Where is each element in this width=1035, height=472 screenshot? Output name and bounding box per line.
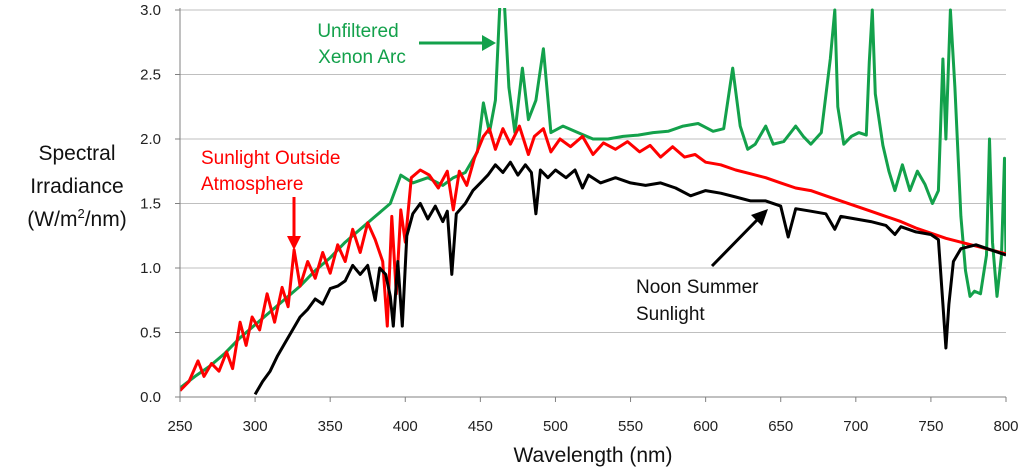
x-tick-label-800: 800 xyxy=(993,418,1018,435)
annotation-xenon-line-1: Unfiltered xyxy=(317,21,398,42)
y-axis-title-line-2: Irradiance xyxy=(30,175,123,198)
series-line-sunlight-outside-atmosphere xyxy=(180,124,1006,392)
annotation-sunlight-line-2: Sunlight xyxy=(636,304,705,325)
annotation-xenon-arrowhead xyxy=(482,35,496,51)
annotation-xenon-line-2: Xenon Arc xyxy=(318,47,406,68)
x-tick-label-250: 250 xyxy=(167,418,192,435)
annotation-outside-line-1: Sunlight Outside xyxy=(201,148,340,169)
annotation-sunlight: Noon Summer Sunlight xyxy=(636,209,768,325)
annotation-outside: Sunlight Outside Atmosphere xyxy=(201,148,340,250)
annotation-sunlight-arrow xyxy=(710,217,760,268)
x-tick-label-600: 600 xyxy=(693,418,718,435)
y-axis-title-line-3: (W/m2/nm) xyxy=(27,206,126,231)
y-axis-title-line-1: Spectral xyxy=(38,142,115,165)
y-tick-label-1: 0.5 xyxy=(140,325,161,342)
y-axis-title-unit-start: (W/m xyxy=(27,208,77,231)
y-axis-title-superscript: 2 xyxy=(77,206,84,221)
y-tick-label-0: 0.0 xyxy=(140,389,161,406)
x-tick-label-400: 400 xyxy=(393,418,418,435)
x-axis-title: Wavelength (nm) xyxy=(513,444,672,467)
x-tick-label-300: 300 xyxy=(243,418,268,435)
x-tick-label-350: 350 xyxy=(318,418,343,435)
x-tick-label-750: 750 xyxy=(918,418,943,435)
x-tick-label-550: 550 xyxy=(618,418,643,435)
x-tick-label-500: 500 xyxy=(543,418,568,435)
y-tick-label-5: 2.5 xyxy=(140,67,161,84)
x-tick-label-650: 650 xyxy=(768,418,793,435)
x-tick-label-450: 450 xyxy=(468,418,493,435)
y-tick-label-4: 2.0 xyxy=(140,131,161,148)
annotation-sunlight-arrowhead xyxy=(751,209,768,226)
axes xyxy=(179,8,1006,398)
annotation-xenon: Unfiltered Xenon Arc xyxy=(317,21,496,68)
series-lines xyxy=(180,8,1006,396)
y-tick-label-6: 3.0 xyxy=(140,2,161,19)
y-tick-label-3: 1.5 xyxy=(140,196,161,213)
annotation-outside-line-2: Atmosphere xyxy=(201,174,303,195)
y-tick-label-2: 1.0 xyxy=(140,260,161,277)
series-line-noon-summer-sunlight xyxy=(253,160,1006,396)
tick-labels: 250 300 350 400 450 500 550 600 650 700 750 800 0.0 0… xyxy=(140,2,1018,435)
x-tick-label-700: 700 xyxy=(843,418,868,435)
annotation-sunlight-line-1: Noon Summer xyxy=(636,277,759,298)
y-axis-title: Spectral Irradiance (W/m2/nm) xyxy=(27,142,126,231)
series-line-unfiltered-xenon-arc xyxy=(180,8,1006,390)
y-axis-title-unit-end: /nm) xyxy=(85,208,127,231)
annotation-outside-arrowhead xyxy=(287,236,301,250)
